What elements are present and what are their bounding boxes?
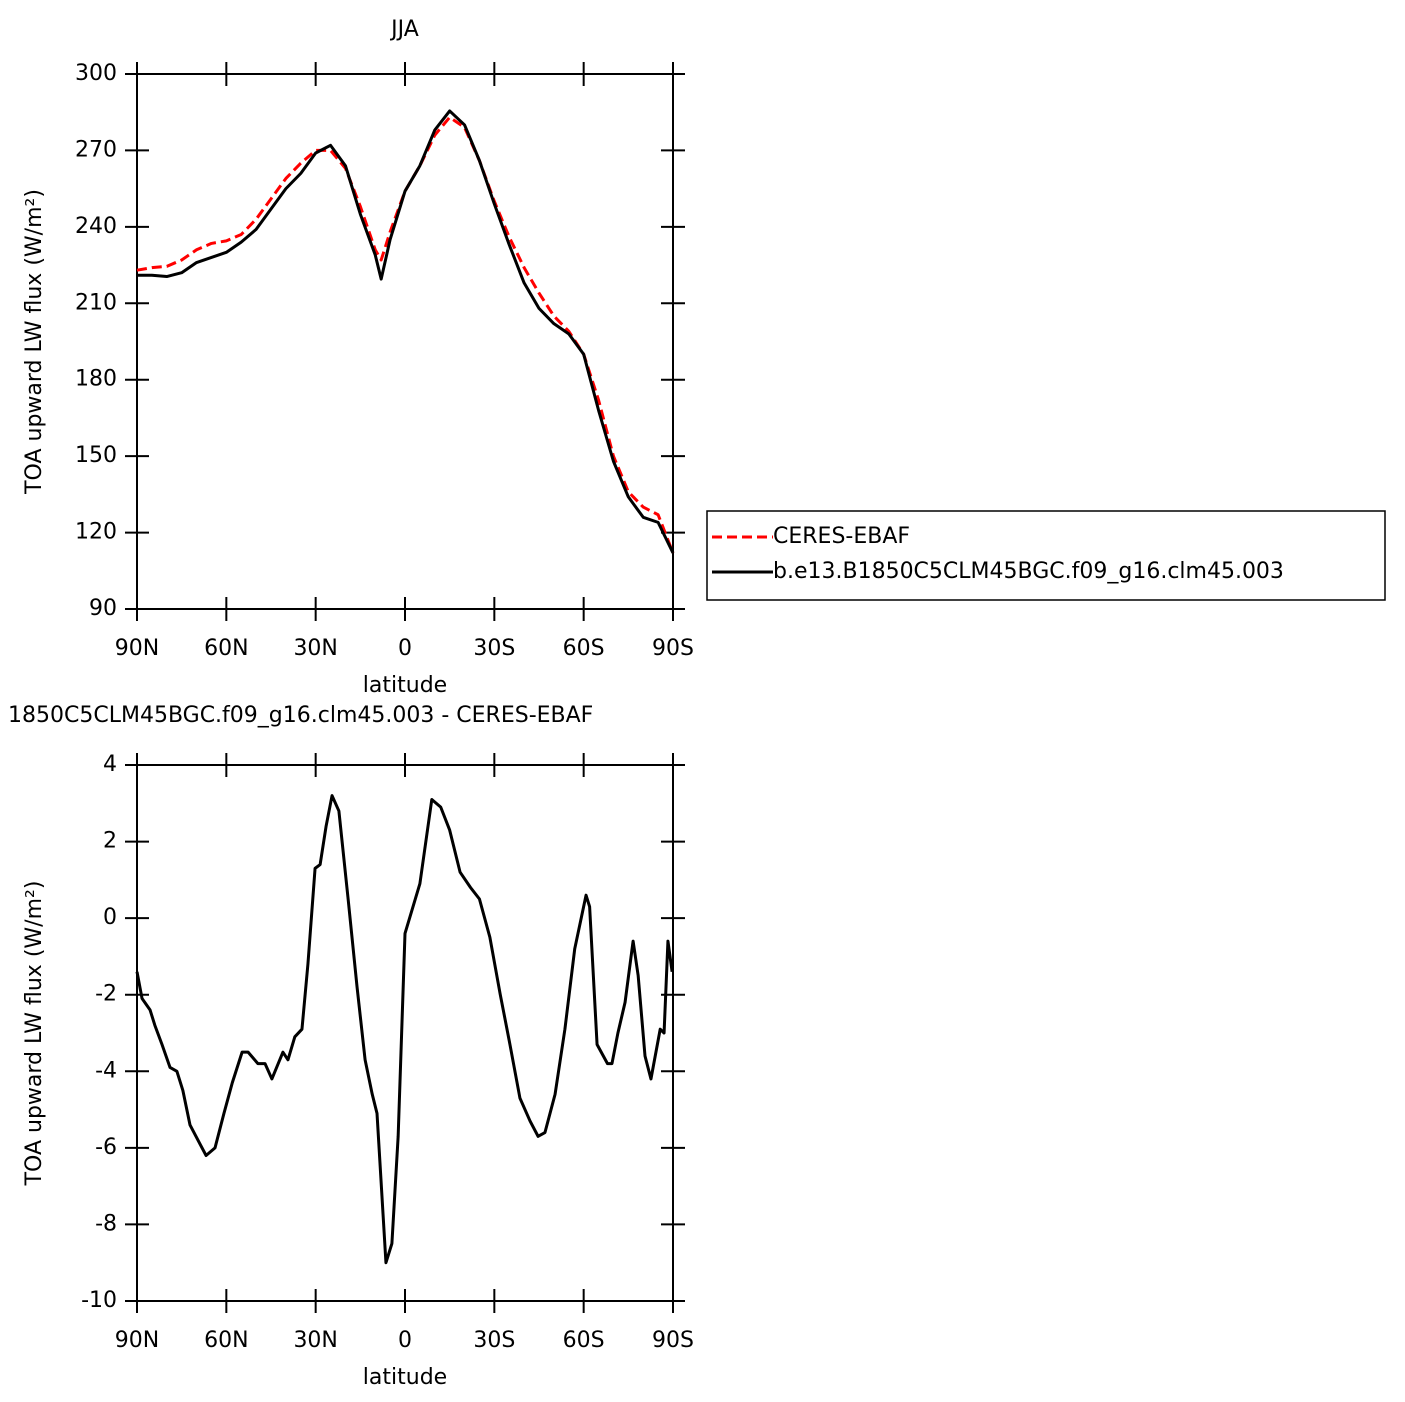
- y-tick-label: 120: [75, 520, 117, 545]
- x-tick-label: 60S: [563, 1328, 605, 1353]
- y-tick-label: 0: [103, 905, 117, 930]
- y-tick-label: 180: [75, 367, 117, 392]
- y-axis-label: TOA upward LW flux (W/m²): [22, 189, 47, 495]
- legend-box: [706, 510, 1386, 601]
- x-axis-label: latitude: [363, 673, 447, 698]
- y-tick-label: 240: [75, 214, 117, 239]
- x-tick-label: 60N: [204, 1328, 248, 1353]
- y-tick-label: 4: [103, 752, 117, 777]
- y-tick-label: -2: [95, 982, 117, 1007]
- x-tick-label: 90N: [115, 1328, 159, 1353]
- x-tick-label: 90S: [652, 1328, 694, 1353]
- y-tick-label: 270: [75, 137, 117, 162]
- y-tick-label: 300: [75, 61, 117, 86]
- y-tick-label: 2: [103, 829, 117, 854]
- x-tick-label: 30N: [293, 636, 337, 661]
- plot-frame: [136, 764, 674, 1302]
- y-tick-label: 90: [89, 596, 117, 621]
- y-axis-label: TOA upward LW flux (W/m²): [22, 881, 47, 1187]
- y-tick-label: 150: [75, 443, 117, 468]
- y-tick-label: -8: [95, 1211, 117, 1236]
- x-tick-label: 90S: [652, 636, 694, 661]
- x-tick-label: 30N: [293, 1328, 337, 1353]
- x-tick-label: 0: [398, 1328, 412, 1353]
- legend-label: b.e13.B1850C5CLM45BGC.f09_g16.clm45.003: [773, 559, 1284, 584]
- x-tick-label: 90N: [115, 636, 159, 661]
- x-tick-label: 0: [398, 636, 412, 661]
- y-tick-label: 210: [75, 290, 117, 315]
- y-tick-label: -10: [81, 1288, 117, 1313]
- plot-frame: [136, 73, 674, 610]
- x-tick-label: 60S: [563, 636, 605, 661]
- y-tick-label: -6: [95, 1135, 117, 1160]
- chart-title: 1850C5CLM45BGC.f09_g16.clm45.003 - CERES…: [8, 703, 593, 728]
- y-tick-label: -4: [95, 1058, 117, 1083]
- x-tick-label: 60N: [204, 636, 248, 661]
- x-tick-label: 30S: [473, 1328, 515, 1353]
- x-axis-label: latitude: [363, 1365, 447, 1390]
- x-tick-label: 30S: [473, 636, 515, 661]
- legend-label: CERES-EBAF: [773, 524, 910, 549]
- data-line: [137, 109, 675, 554]
- chart-title: JJA: [389, 17, 419, 42]
- data-line: [135, 794, 674, 1265]
- data-line: [136, 115, 675, 554]
